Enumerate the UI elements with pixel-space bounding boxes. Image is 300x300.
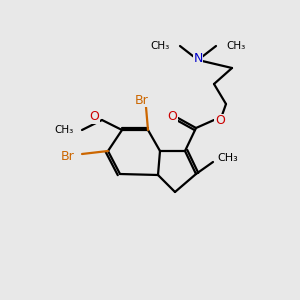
Text: CH₃: CH₃	[218, 153, 239, 163]
Text: CH₃: CH₃	[151, 41, 170, 51]
Text: O: O	[89, 110, 99, 124]
Text: CH₃: CH₃	[55, 125, 74, 135]
Text: O: O	[215, 115, 225, 128]
Text: Br: Br	[60, 149, 74, 163]
Text: CH₃: CH₃	[226, 41, 245, 51]
Text: N: N	[193, 52, 203, 64]
Text: Br: Br	[135, 94, 149, 106]
Text: O: O	[167, 110, 177, 124]
